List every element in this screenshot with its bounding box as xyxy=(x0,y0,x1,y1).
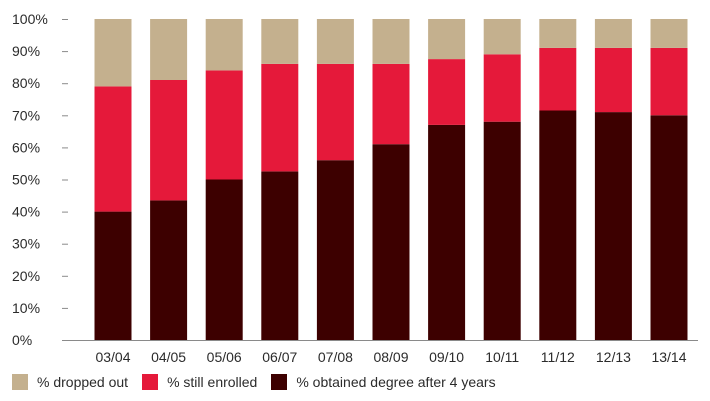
bar-segment xyxy=(539,47,577,111)
bar-segment xyxy=(650,115,688,340)
y-tick-label: 50% xyxy=(12,172,40,188)
bar-segment xyxy=(150,80,188,201)
legend-swatch-obtained-degree xyxy=(271,374,288,390)
x-tick-label: 12/13 xyxy=(596,349,631,365)
y-tick-label: 10% xyxy=(12,300,40,316)
legend-item-dropped-out: % dropped out xyxy=(12,374,128,390)
bar-segment xyxy=(483,54,521,122)
bar-segment xyxy=(94,19,132,87)
bar-segment xyxy=(372,63,410,145)
bar-segment xyxy=(594,47,632,113)
bar-segment xyxy=(483,19,521,55)
legend-label-obtained-degree: % obtained degree after 4 years xyxy=(296,374,496,390)
bar-segment xyxy=(316,19,354,64)
legend-swatch-still-enrolled xyxy=(142,374,159,390)
bar-segment xyxy=(150,200,188,340)
bar-segment xyxy=(261,19,299,64)
bar-segment xyxy=(94,211,132,340)
bars xyxy=(94,19,688,341)
y-tick-label: 70% xyxy=(12,107,40,123)
y-tick-label: 100% xyxy=(12,11,48,27)
legend-label-still-enrolled: % still enrolled xyxy=(167,374,258,390)
x-tick-label: 06/07 xyxy=(262,349,297,365)
bar-segment xyxy=(261,63,299,172)
bar-segment xyxy=(594,112,632,340)
bar-segment xyxy=(205,179,243,340)
x-tick-label: 09/10 xyxy=(429,349,464,365)
x-tick-label: 10/11 xyxy=(485,349,519,365)
legend-item-still-enrolled: % still enrolled xyxy=(142,374,257,390)
bar-segment xyxy=(150,19,188,80)
y-tick-label: 90% xyxy=(12,43,40,59)
x-tick-label: 11/12 xyxy=(541,349,575,365)
bar-segment xyxy=(428,124,466,341)
x-tick-label: 03/04 xyxy=(95,349,130,365)
y-axis: 0% 10% 20% 30% 40% 50% 60% 70% 80% 90% 100% xyxy=(12,11,68,348)
x-tick-label: 13/14 xyxy=(651,349,686,365)
bar-segment xyxy=(372,144,410,340)
y-tick-label: 60% xyxy=(12,139,40,155)
bar-segment xyxy=(316,63,354,161)
bar-segment xyxy=(594,19,632,48)
y-tick-label: 40% xyxy=(12,204,40,220)
x-tick-label: 08/09 xyxy=(373,349,408,365)
bar-segment xyxy=(650,47,688,116)
bar-segment xyxy=(539,110,577,340)
bar-segment xyxy=(261,171,299,340)
y-tick-label: 30% xyxy=(12,236,40,252)
bar-segment xyxy=(316,160,354,340)
bar-segment xyxy=(94,86,132,212)
legend-swatch-dropped-out xyxy=(12,374,28,390)
x-tick-label: 07/08 xyxy=(318,349,353,365)
x-tick-label: 04/05 xyxy=(151,349,186,365)
bar-segment xyxy=(205,19,243,71)
stacked-bar-chart: 0%10%20%30%40%50%60%70%80%90%100% 03/04 0… xyxy=(12,11,698,365)
y-tick-label: 0% xyxy=(12,332,32,348)
y-tick-label: 20% xyxy=(12,268,40,284)
bar-segment xyxy=(205,70,243,180)
bar-segment xyxy=(650,19,688,48)
legend-label-dropped-out: % dropped out xyxy=(37,374,129,390)
y-tick-label: 80% xyxy=(12,75,40,91)
bar-segment xyxy=(539,19,577,48)
bar-segment xyxy=(428,59,466,125)
x-axis: 03/04 04/05 05/06 06/07 07/08 08/09 09/10 10/11… xyxy=(95,349,686,365)
x-tick-label: 05/06 xyxy=(207,349,242,365)
bar-segment xyxy=(372,19,410,64)
bar-segment xyxy=(428,19,466,60)
legend: % dropped out % still enrolled % obtaine… xyxy=(12,374,510,390)
legend-item-obtained-degree: % obtained degree after 4 years xyxy=(271,374,496,390)
bar-segment xyxy=(483,121,521,340)
